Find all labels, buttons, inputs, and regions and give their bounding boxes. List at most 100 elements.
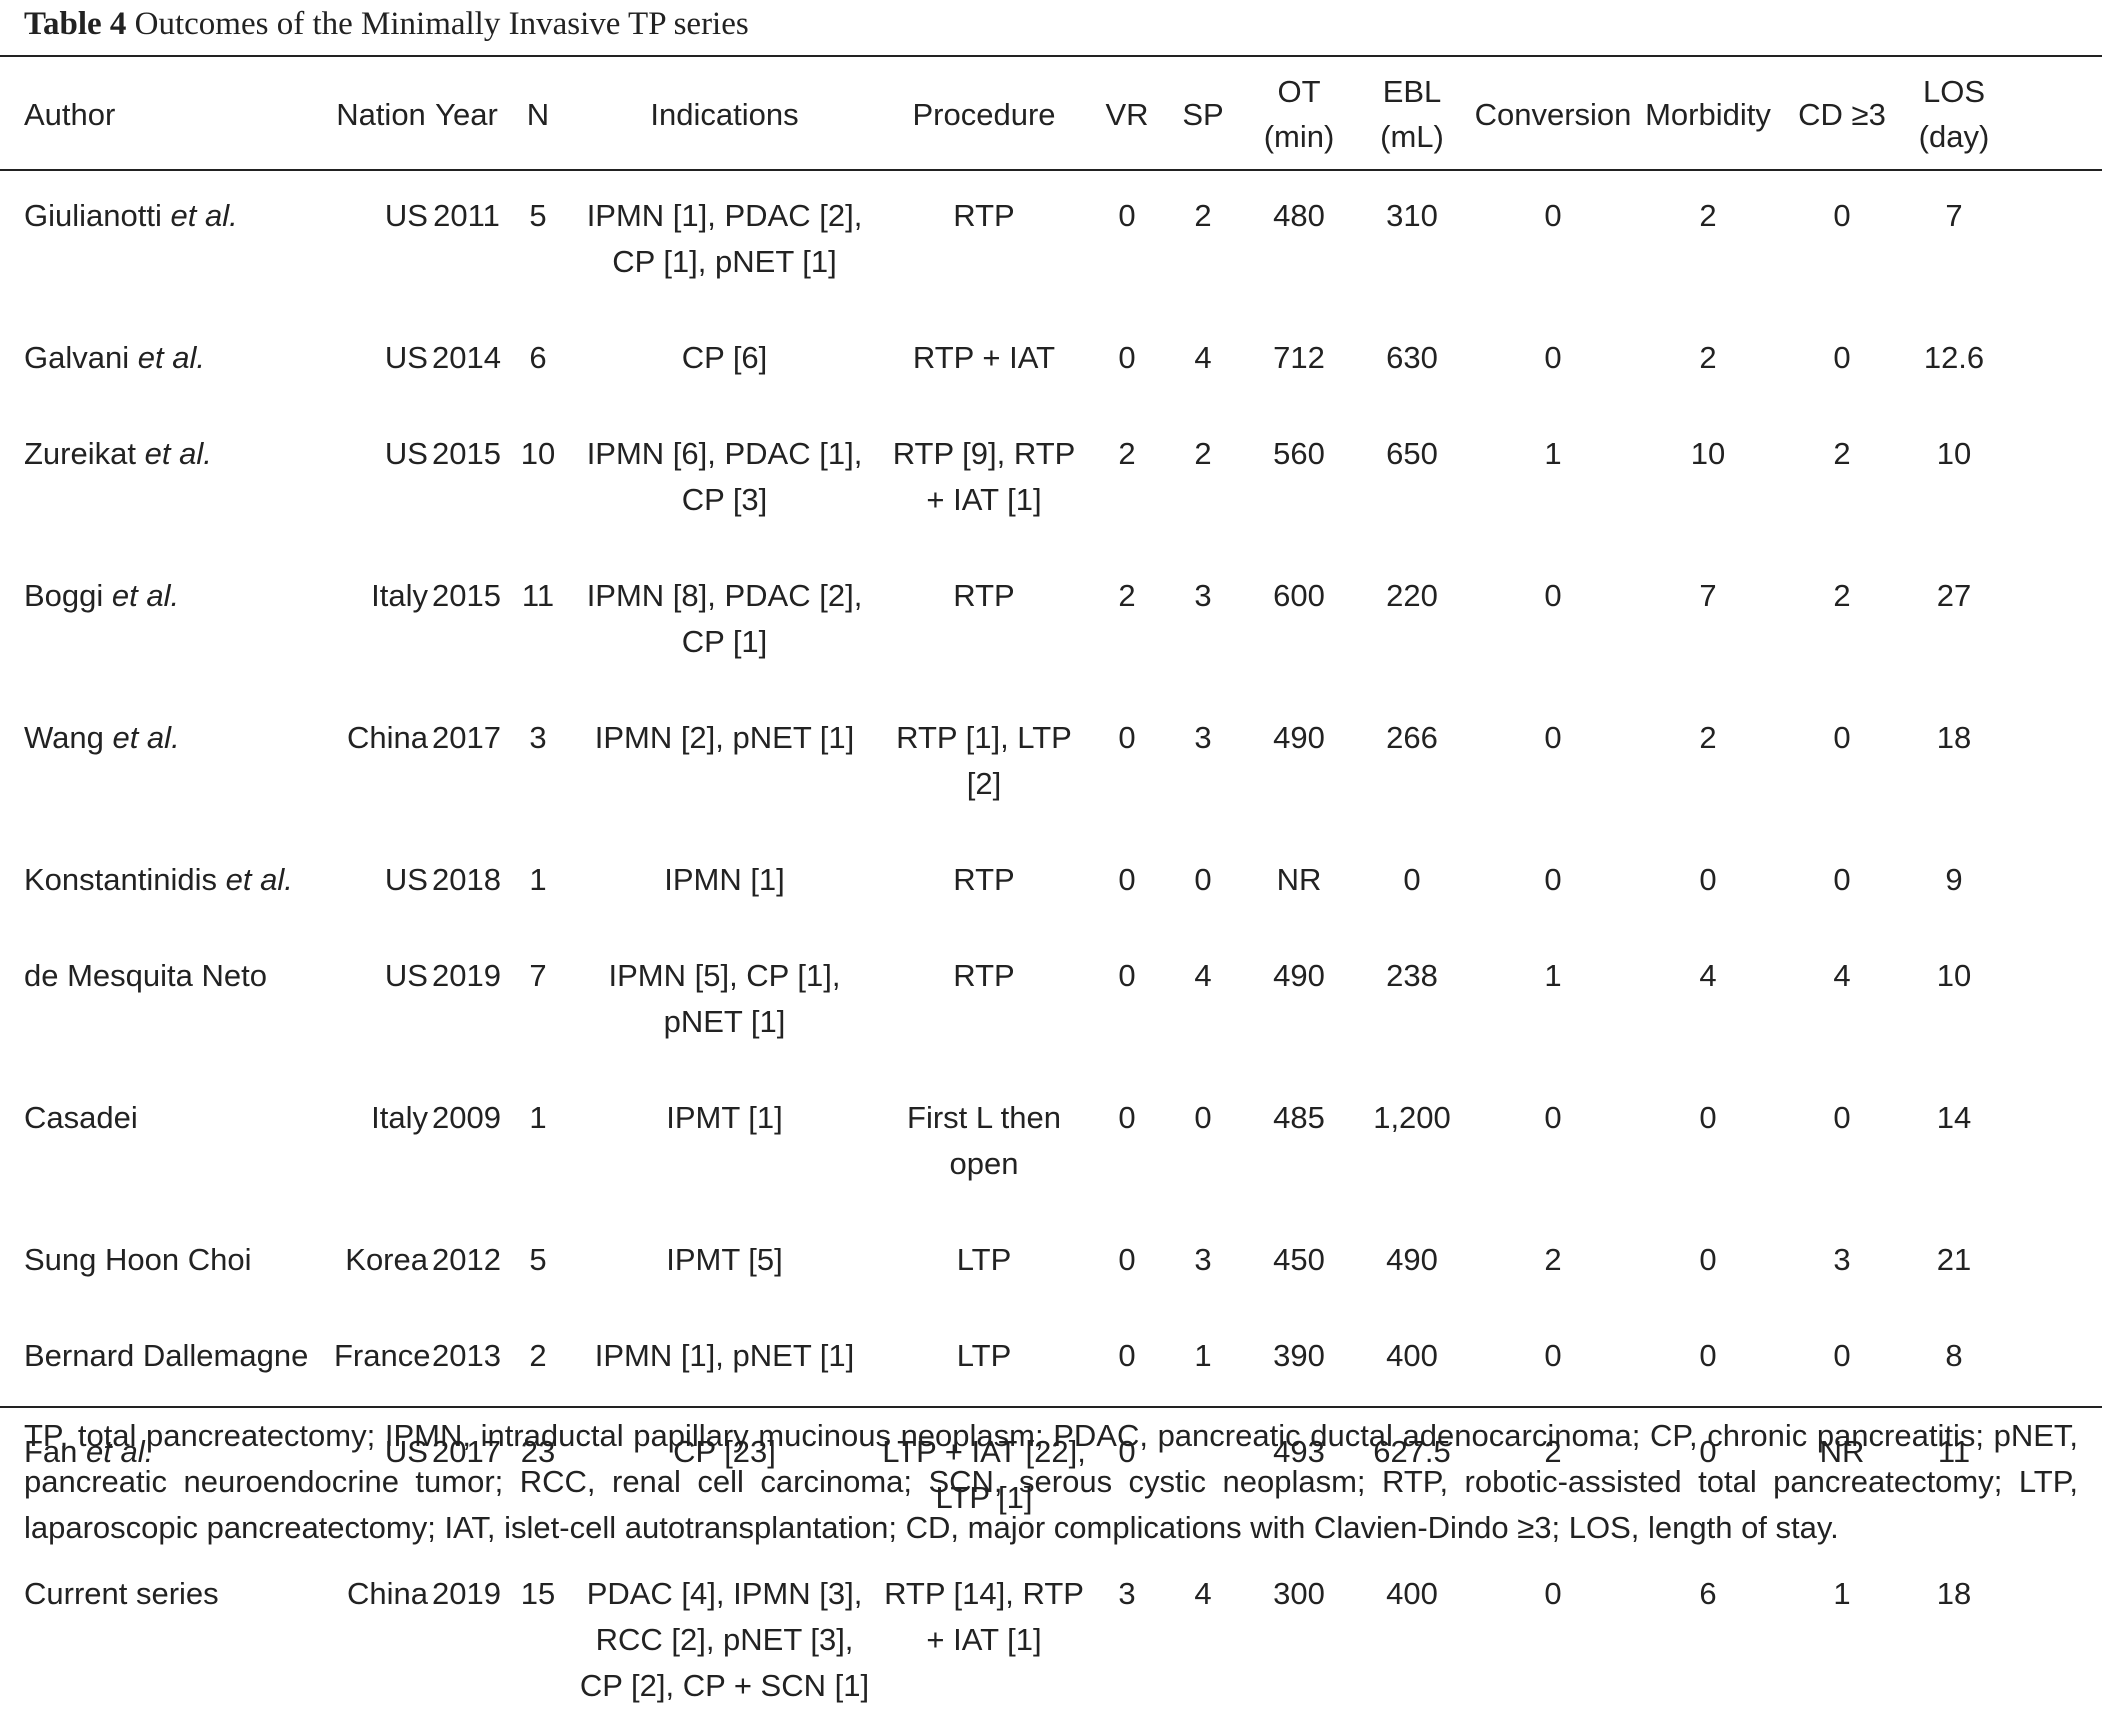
cell-sp: 2 (1164, 406, 1242, 548)
author-name: Sung Hoon Choi (24, 1242, 252, 1277)
cell-vr: 0 (1090, 170, 1164, 310)
cell-los: 12.6 (1906, 310, 2002, 406)
cell-los: 14 (1906, 1070, 2002, 1212)
nation-value: China (347, 720, 428, 755)
ebl-value: 630 (1386, 340, 1438, 375)
cell-year: 2014 (428, 310, 505, 406)
sp-value: 3 (1194, 1242, 1212, 1277)
cell-ot: 490 (1242, 928, 1356, 1070)
morbidity-value: 0 (1699, 862, 1717, 897)
indications-line: PDAC [4], IPMN [3], (586, 1576, 863, 1611)
conversion-value: 0 (1544, 578, 1562, 613)
vr-value: 2 (1118, 436, 1136, 471)
cell-los: 21 (1906, 1212, 2002, 1308)
cell-procedure: LTP + IAT [22], LTP [1] (878, 1404, 1090, 1546)
col-vr: VR (1105, 96, 1149, 132)
procedure-line: RTP (953, 198, 1015, 233)
nation-value: US (384, 340, 428, 375)
cell-ot: 560 (1242, 406, 1356, 548)
author-name: Fan (24, 1434, 78, 1469)
year-value: 2018 (432, 862, 501, 897)
cell-n: 1 (505, 832, 571, 928)
cell-ot: NR (1242, 832, 1356, 928)
indications-line: CP [6] (681, 340, 768, 375)
procedure-line: [2] (966, 766, 1002, 801)
ebl-value: 1,200 (1373, 1100, 1451, 1135)
header-row: Author Nation Year N Indications Procedu… (0, 58, 2102, 170)
et-al: et al. (144, 436, 212, 471)
cell-nation: France (334, 1308, 430, 1404)
cell-conversion: 0 (1468, 832, 1638, 928)
cell-n: 2 (505, 1308, 571, 1404)
author-name: Wang (24, 720, 104, 755)
sp-value: 0 (1194, 862, 1212, 897)
cell-ot: 485 (1242, 1070, 1356, 1212)
n-value: 11 (521, 578, 555, 613)
col-year: Year (435, 96, 498, 132)
ebl-value: 310 (1386, 198, 1438, 233)
et-al: et al. (112, 720, 180, 755)
cell-morbidity: 4 (1638, 928, 1778, 1070)
cell-ebl: 1,200 (1356, 1070, 1468, 1212)
ebl-value: 220 (1386, 578, 1438, 613)
indications-line: IPMN [1], PDAC [2], (586, 198, 863, 233)
nation-value: Italy (371, 1100, 428, 1135)
los-value: 7 (1945, 198, 1963, 233)
cell-morbidity: 2 (1638, 170, 1778, 310)
author-name: de Mesquita Neto (24, 958, 267, 993)
cell-n: 5 (505, 170, 571, 310)
cell-vr: 3 (1090, 1546, 1164, 1734)
table-row: Wang et al. China 2017 3 IPMN [2], pNET [1] R… (0, 690, 2102, 832)
table-row: Sung Hoon Choi Korea 2012 5 IPMT [5] LTP 0 3 450… (0, 1212, 2102, 1308)
los-value: 9 (1945, 862, 1963, 897)
indications-line: RCC [2], pNET [3], (595, 1622, 854, 1657)
los-value: 18 (1936, 720, 1972, 755)
cell-ebl: 220 (1356, 548, 1468, 690)
cell-cd: 0 (1778, 1308, 1906, 1404)
indications-line: CP [1], pNET [1] (612, 244, 837, 279)
los-value: 10 (1936, 436, 1972, 471)
ebl-value: 266 (1386, 720, 1438, 755)
cell-n: 5 (505, 1212, 571, 1308)
ot-value: 490 (1273, 720, 1325, 755)
cell-morbidity: 6 (1638, 1546, 1778, 1734)
cell-nation: US (334, 928, 428, 1070)
sp-value: 3 (1194, 578, 1212, 613)
morbidity-value: 0 (1699, 1242, 1717, 1277)
top-rule (0, 55, 2102, 57)
indications-line: CP [1] (681, 624, 768, 659)
morbidity-value: 2 (1699, 340, 1717, 375)
bottom-rule (0, 1406, 2102, 1408)
ot-value: 493 (1273, 1434, 1325, 1469)
ot-value: 600 (1273, 578, 1325, 613)
table-row: Giulianotti et al. US 2011 5 IPMN [1], PDAC … (0, 170, 2102, 310)
ebl-value: 400 (1386, 1338, 1438, 1373)
cell-cd: 3 (1778, 1212, 1906, 1308)
col-procedure: Procedure (912, 96, 1056, 132)
cell-ot: 450 (1242, 1212, 1356, 1308)
cell-indications: IPMT [5] (571, 1212, 878, 1308)
cell-nation: US (334, 310, 428, 406)
sp-value: 0 (1194, 1100, 1212, 1135)
col-ebl: EBL (mL) (1380, 74, 1444, 154)
cell-vr: 2 (1090, 406, 1164, 548)
procedure-line: open (949, 1146, 1019, 1181)
cd-value: 3 (1833, 1242, 1851, 1277)
cell-vr: 0 (1090, 310, 1164, 406)
indications-line: IPMN [8], PDAC [2], (586, 578, 863, 613)
los-value: 12.6 (1923, 340, 1985, 375)
year-value: 2015 (432, 436, 501, 471)
nation-value: Italy (371, 578, 428, 613)
cd-value: 0 (1833, 1100, 1851, 1135)
cell-nation: Italy (334, 1070, 428, 1212)
cell-year: 2018 (428, 832, 505, 928)
cell-los: 9 (1906, 832, 2002, 928)
cell-author: Casadei (0, 1070, 334, 1212)
cell-nation: US (334, 170, 428, 310)
n-value: 2 (529, 1338, 547, 1373)
cell-los: 10 (1906, 406, 2002, 548)
cell-n: 11 (505, 548, 571, 690)
cell-n: 7 (505, 928, 571, 1070)
vr-value: 0 (1118, 862, 1136, 897)
conversion-value: 0 (1544, 862, 1562, 897)
